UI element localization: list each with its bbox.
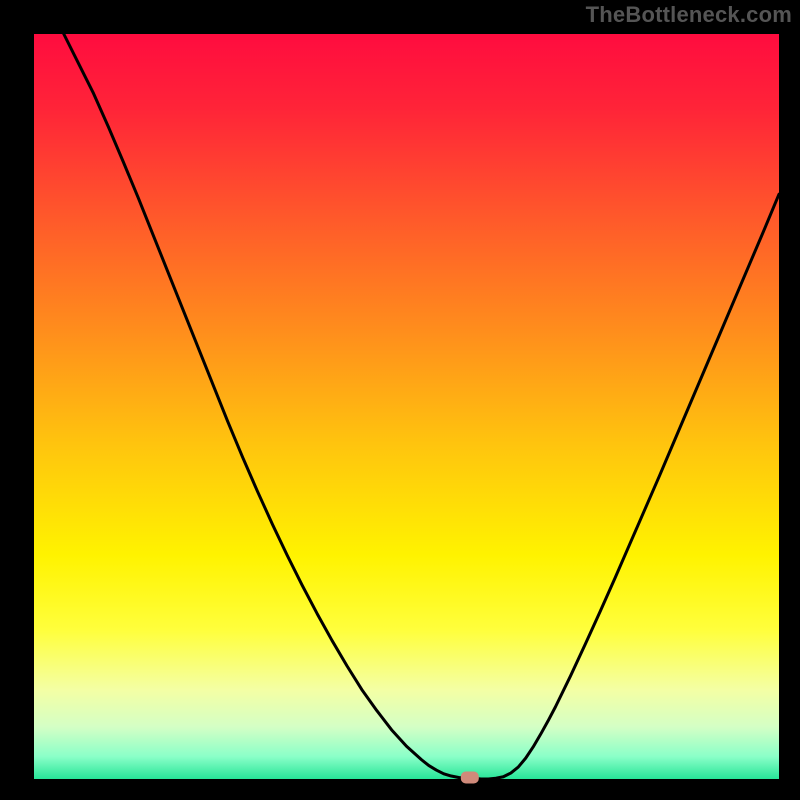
chart-container: TheBottleneck.com [0,0,800,800]
gradient-plot-area [34,34,779,779]
optimal-point-marker [461,772,479,784]
bottleneck-chart [0,0,800,800]
